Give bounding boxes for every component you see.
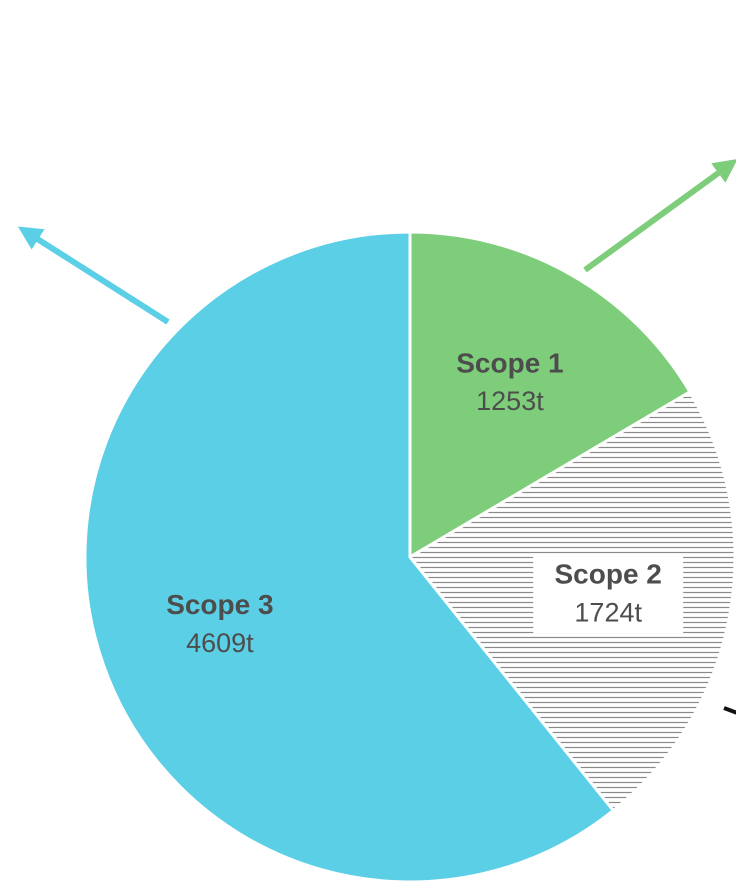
slice-label: Scope 3 (166, 589, 273, 620)
arrow (583, 158, 736, 273)
slice-value-label: 4609t (186, 628, 254, 658)
arrow (17, 226, 170, 325)
slice-label: Scope 2 (555, 559, 662, 590)
pie-slice (83, 230, 616, 884)
slice-value-label: 1253t (476, 386, 544, 416)
slice-label: Scope 1 (456, 347, 563, 378)
label-background (533, 555, 684, 634)
pie-slice (408, 230, 692, 560)
slice-value-label: 1724t (574, 597, 642, 627)
arrow (723, 706, 736, 715)
